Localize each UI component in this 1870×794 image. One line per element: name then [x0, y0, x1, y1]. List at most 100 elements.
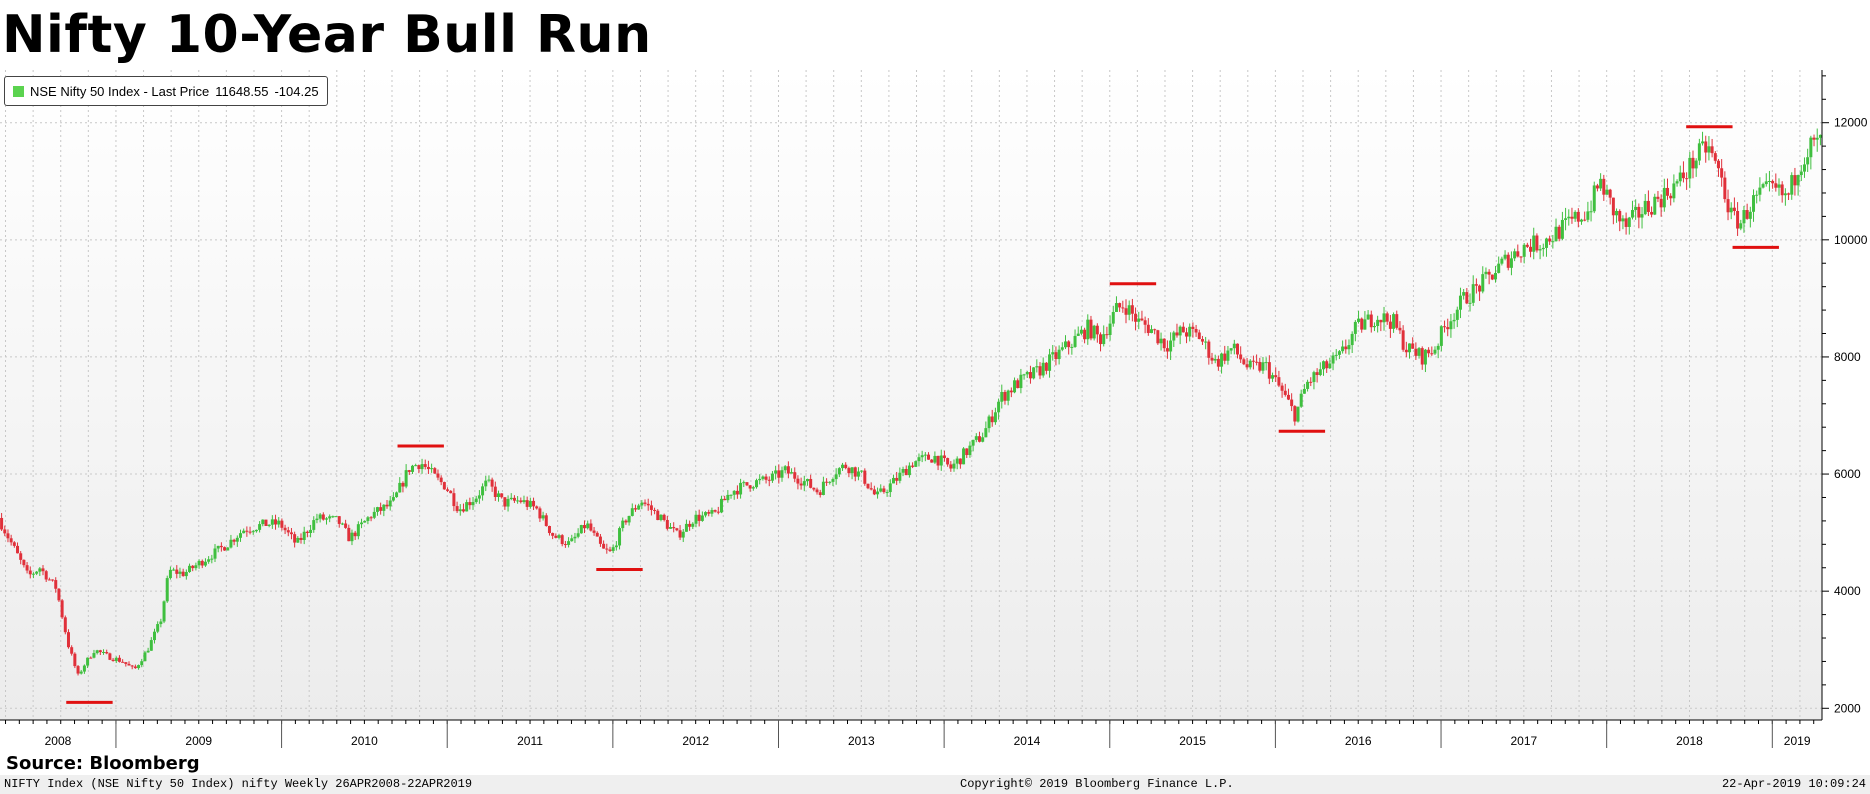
candle-body [1188, 326, 1192, 337]
candle-body [102, 651, 106, 653]
candle-body [1086, 319, 1090, 340]
candle-body [672, 527, 676, 529]
candle-body [637, 505, 641, 510]
candle-body [770, 473, 774, 481]
candle-body [127, 663, 131, 666]
candle-body [1748, 211, 1752, 219]
candle-body [1557, 226, 1561, 239]
candle-body [143, 652, 147, 662]
candle-body [321, 514, 325, 520]
candle-body [987, 416, 991, 429]
candle-body [506, 499, 510, 507]
candle-body [1280, 385, 1284, 391]
candle-body [598, 536, 602, 544]
candle-body [1207, 341, 1211, 358]
candle-body [1818, 134, 1822, 138]
candle-body [1525, 244, 1529, 247]
candle-body [1806, 157, 1810, 165]
candle-body [302, 531, 306, 540]
candle-body [732, 490, 736, 495]
candle-body [468, 502, 472, 506]
candle-body [977, 436, 981, 442]
candle-body [799, 483, 803, 486]
candle-body [1124, 308, 1128, 315]
candle-body [1538, 249, 1542, 251]
candle-body [1296, 406, 1300, 422]
candle-body [818, 492, 822, 495]
candle-body [1321, 361, 1325, 370]
candle-body [146, 650, 150, 653]
candle-body [1815, 137, 1819, 140]
candle-body [366, 517, 370, 521]
candle-body [1357, 318, 1361, 322]
candle-body [793, 472, 797, 479]
candle-body [1076, 333, 1080, 336]
candle-body [1271, 375, 1275, 379]
candle-body [1143, 320, 1147, 325]
candle-body [1420, 348, 1424, 365]
x-tick-label-2018: 2018 [1676, 734, 1703, 748]
candle-body [1235, 343, 1239, 355]
candle-body [1006, 390, 1010, 401]
candle-body [1484, 271, 1488, 275]
candle-body [1474, 284, 1478, 286]
candle-body [0, 517, 4, 530]
candle-body [1423, 349, 1427, 365]
candle-body [238, 533, 242, 538]
candle-body [949, 464, 953, 469]
candle-body [1646, 200, 1650, 212]
candle-body [350, 532, 354, 542]
candle-body [1216, 358, 1220, 367]
candle-body [305, 531, 309, 533]
candle-body [1771, 180, 1775, 184]
candle-body [1185, 332, 1189, 337]
candle-body [936, 455, 940, 466]
candle-body [618, 528, 622, 546]
candle-body [1162, 338, 1166, 349]
source-note: Source: Bloomberg [6, 753, 200, 774]
candle-body [1576, 211, 1580, 222]
candle-body [1398, 327, 1402, 331]
x-tick-label-2015: 2015 [1179, 734, 1206, 748]
candle-body [1054, 352, 1058, 360]
candle-body [1159, 338, 1163, 344]
candle-body [1688, 157, 1692, 179]
candle-body [856, 471, 860, 477]
candle-body [684, 523, 688, 532]
candle-body [1382, 313, 1386, 323]
candle-body [1548, 238, 1552, 242]
candle-body [1532, 235, 1536, 252]
candle-body [391, 497, 395, 501]
candle-body [1099, 334, 1103, 345]
candle-body [363, 520, 367, 523]
candle-body [509, 497, 513, 500]
candle-body [1315, 372, 1319, 376]
y-tick-label-12000: 12000 [1834, 116, 1868, 130]
candle-body [356, 524, 360, 537]
candle-body [837, 468, 841, 475]
candle-body [1691, 157, 1695, 169]
candle-body [1627, 217, 1631, 227]
candle-body [802, 481, 806, 486]
candle-body [318, 514, 322, 519]
candle-body [1172, 332, 1176, 341]
candle-body [54, 580, 58, 589]
candle-body [1283, 390, 1287, 395]
candle-body [876, 491, 880, 495]
candle-body [828, 481, 832, 483]
candle-body [1041, 362, 1045, 376]
candle-body [1516, 251, 1520, 257]
candle-body [1478, 285, 1482, 292]
candle-body [1761, 184, 1765, 188]
candle-body [1169, 340, 1173, 352]
candle-body [971, 439, 975, 446]
legend-last-price: 11648.55 [215, 83, 269, 99]
candle-body [1723, 177, 1727, 200]
candle-body [1580, 219, 1584, 222]
candle-body [649, 505, 653, 510]
x-tick-label-2013: 2013 [848, 734, 875, 748]
candle-body [487, 479, 491, 481]
footer-ticker-info: NIFTY Index (NSE Nifty 50 Index) nifty W… [4, 777, 473, 791]
candle-body [1274, 375, 1278, 378]
candle-body [1650, 211, 1654, 215]
